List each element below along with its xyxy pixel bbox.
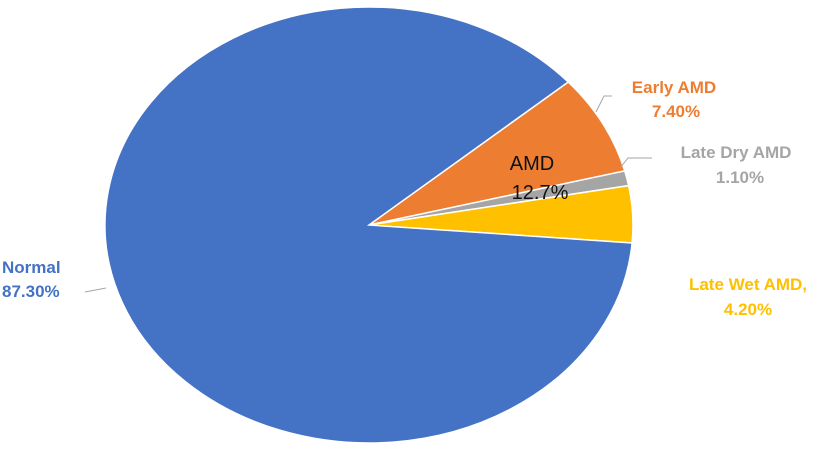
pie-slices [104,6,634,444]
leader-lines [84,95,652,293]
amd-group-label: AMD [510,153,554,175]
label-late-dry-amd-value: 1.10% [716,168,764,187]
leader-normal [84,287,107,293]
label-early-amd-value: 7.40% [652,102,700,121]
leader-late-dry-amd [619,157,652,169]
label-late-wet-amd-value: 4.20% [724,300,772,319]
slice-early-amd [368,81,626,226]
label-late-wet-amd-name: Late Wet AMD, [689,275,807,294]
amd-group-value: 12.7% [512,182,569,204]
leader-early-amd [595,95,612,113]
slice-normal [104,6,633,444]
label-early-amd-name: Early AMD [632,78,716,97]
label-normal-name: Normal [2,258,61,277]
label-late-dry-amd-name: Late Dry AMD [681,143,792,162]
label-normal-value: 87.30% [2,282,60,301]
